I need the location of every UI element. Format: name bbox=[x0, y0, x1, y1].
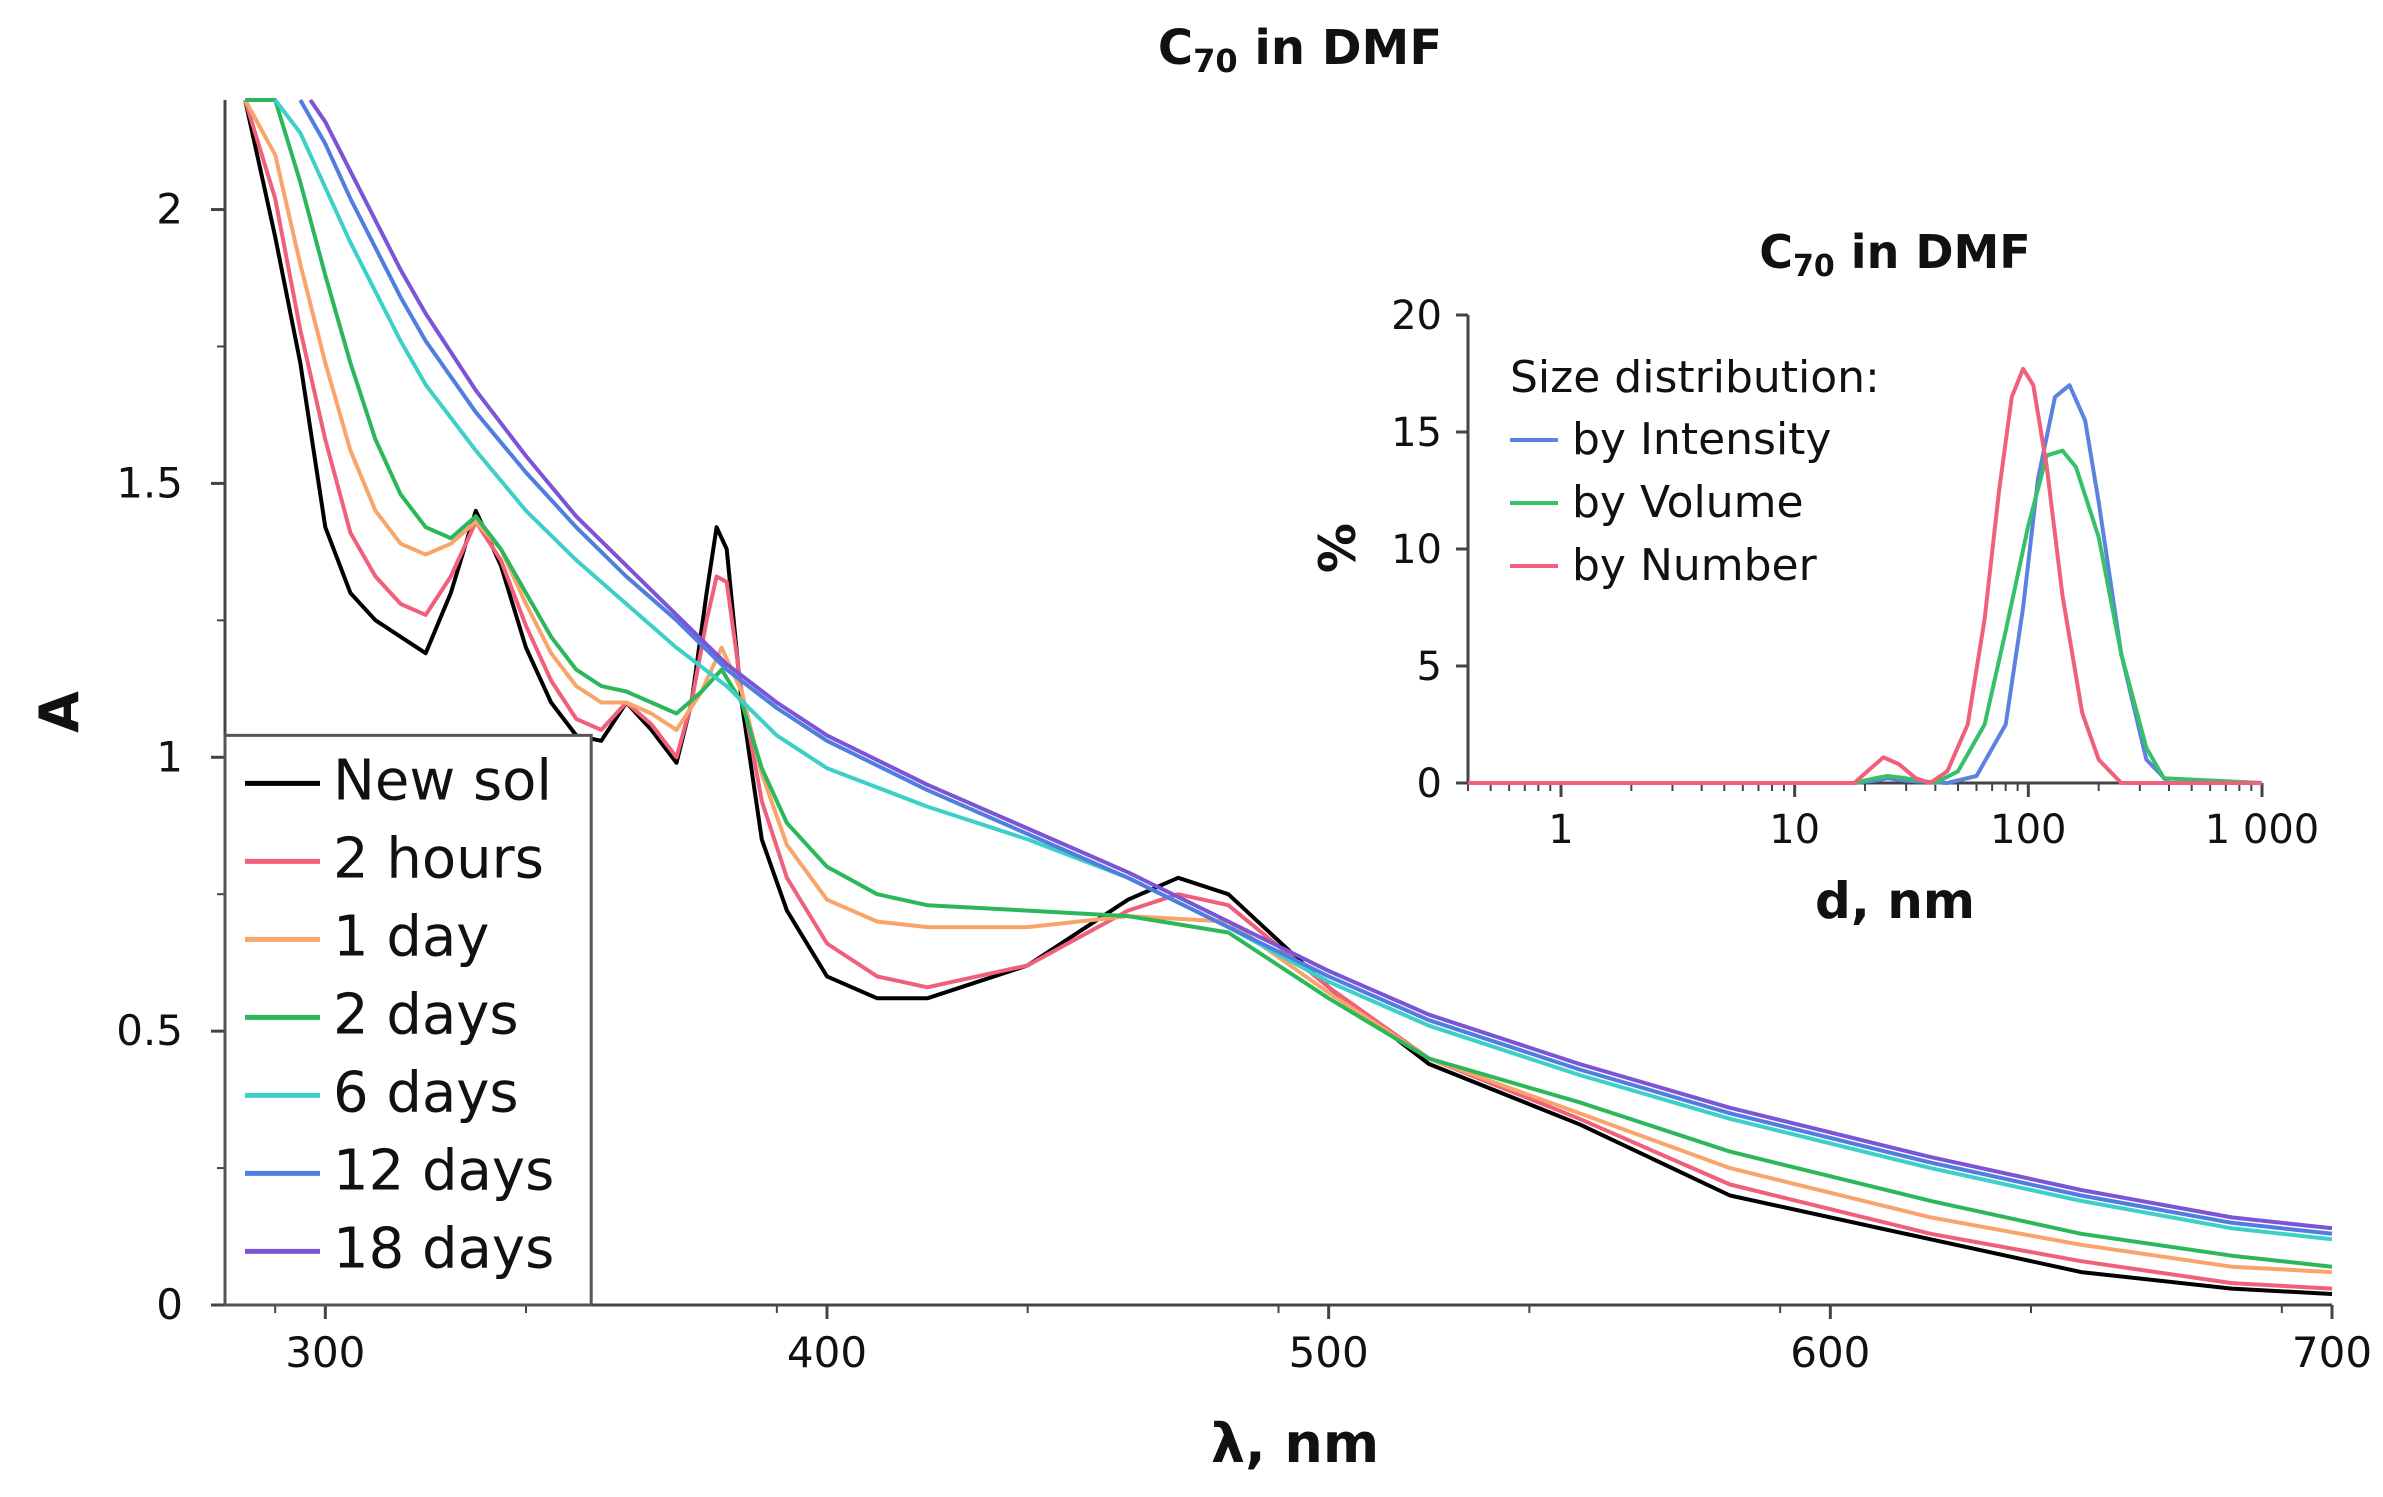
x-tick-label: 300 bbox=[285, 1328, 365, 1377]
inset-chart-title: C70 in DMF bbox=[1759, 225, 2030, 284]
legend-label: 1 day bbox=[333, 904, 489, 969]
main-series bbox=[243, 98, 2333, 1296]
legend-label: 18 days bbox=[333, 1216, 554, 1281]
y-tick-label: 0.5 bbox=[116, 1006, 183, 1055]
inset-ticks: 1 10 100 1 000 0 5 10 15 20 bbox=[1391, 293, 2319, 853]
inset-legend: Size distribution: by Intensity by Volume b… bbox=[1510, 352, 1880, 591]
main-x-axis-title: λ, nm bbox=[1211, 1412, 1379, 1475]
inset-y-tick-label: 15 bbox=[1391, 410, 1442, 456]
inset-y-tick-label: 0 bbox=[1417, 761, 1442, 807]
inset-legend-title: Size distribution: bbox=[1510, 352, 1880, 403]
main-ticks: 300 400 500 600 700 0 0.5 1 1.5 2 bbox=[116, 185, 2372, 1377]
inset-series bbox=[1468, 366, 2263, 785]
inset-y-axis-title: % bbox=[1309, 523, 1367, 573]
inset-x-tick-label: 1 bbox=[1548, 807, 1573, 853]
legend-label: 2 hours bbox=[333, 826, 544, 891]
inset-x-tick-label: 100 bbox=[1990, 807, 2066, 853]
legend-label: 12 days bbox=[333, 1138, 554, 1203]
series-line-12-days bbox=[298, 99, 2333, 1236]
main-y-axis-title: A bbox=[28, 691, 91, 733]
y-tick-label: 2 bbox=[156, 185, 183, 234]
y-tick-label: 0 bbox=[156, 1280, 183, 1329]
inset-legend-label: by Intensity bbox=[1572, 414, 1831, 465]
inset-legend-label: by Volume bbox=[1572, 477, 1804, 528]
main-chart-title: C70 in DMF bbox=[1158, 20, 1442, 80]
x-tick-label: 600 bbox=[1790, 1328, 1870, 1377]
series-line-2-days bbox=[245, 98, 2333, 1269]
main-legend: New sol 2 hours 1 day 2 days 6 days 12 days 18… bbox=[223, 733, 593, 1307]
inset-x-axis-title: d, nm bbox=[1815, 872, 1975, 930]
inset-x-tick-label: 1 000 bbox=[2205, 807, 2320, 853]
y-tick-label: 1 bbox=[156, 732, 183, 781]
legend-box bbox=[223, 733, 593, 1307]
x-tick-label: 700 bbox=[2292, 1328, 2372, 1377]
series-line-6-days bbox=[273, 98, 2333, 1242]
series-line-2-hours bbox=[243, 99, 2333, 1291]
legend-label: 6 days bbox=[333, 1060, 519, 1125]
y-tick-label: 1.5 bbox=[116, 458, 183, 507]
inset-y-tick-label: 10 bbox=[1391, 527, 1442, 573]
inset-series-line-by-number bbox=[1468, 366, 2262, 785]
inset-y-tick-label: 20 bbox=[1391, 293, 1442, 339]
series-line-18-days bbox=[308, 98, 2333, 1231]
legend-label: 2 days bbox=[333, 982, 519, 1047]
inset-series-line-by-volume bbox=[1468, 448, 2263, 785]
inset-x-tick-label: 10 bbox=[1769, 807, 1820, 853]
inset-y-tick-label: 5 bbox=[1417, 644, 1442, 690]
x-tick-label: 500 bbox=[1289, 1328, 1369, 1377]
x-tick-label: 400 bbox=[787, 1328, 867, 1377]
legend-label: New sol bbox=[333, 748, 552, 813]
inset-legend-label: by Number bbox=[1572, 540, 1818, 591]
